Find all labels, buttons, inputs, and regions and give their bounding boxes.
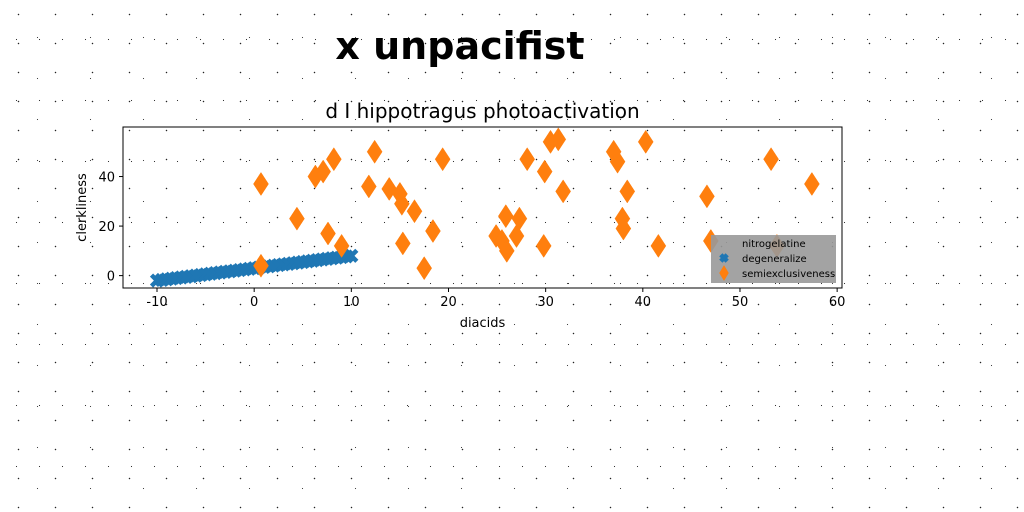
semiexclusiveness-point: [289, 206, 305, 231]
semiexclusiveness-point: [763, 147, 779, 172]
x-tick-label: 40: [635, 295, 652, 310]
y-tick-label: 20: [98, 220, 115, 235]
semiexclusiveness-point: [253, 172, 269, 196]
semiexclusiveness-point: [253, 253, 269, 278]
semiexclusiveness-point: [498, 204, 514, 229]
semiexclusiveness-point: [508, 224, 525, 248]
semiexclusiveness-point: [416, 256, 433, 281]
semiexclusiveness-point: [804, 172, 820, 196]
semiexclusiveness-point: [615, 216, 632, 241]
x-tick-label: 0: [250, 295, 258, 310]
semiexclusiveness-point: [361, 174, 377, 199]
semiexclusiveness-point: [394, 191, 410, 216]
x-tick-label: -10: [146, 295, 167, 310]
semiexclusiveness-point: [650, 233, 667, 258]
semiexclusiveness-point: [609, 149, 626, 174]
semiexclusiveness-point: [699, 184, 715, 209]
x-tick-label: 10: [343, 295, 360, 310]
x-tick-label: 50: [732, 295, 749, 310]
semiexclusiveness-point: [395, 231, 411, 256]
semiexclusiveness-point: [333, 233, 350, 258]
x-axis-label: diacids: [460, 316, 506, 331]
semiexclusiveness-point: [535, 233, 552, 258]
legend-label-degeneralize: degeneralize: [742, 254, 807, 265]
legend-marker-degeneralize: [719, 253, 729, 263]
legend-box: [711, 235, 836, 283]
semiexclusiveness-point: [536, 159, 553, 184]
x-tick-label: 20: [440, 295, 457, 310]
legend-label-nitrogelatine: nitrogelatine: [742, 239, 806, 250]
y-axis-label: clerkliness: [75, 173, 90, 242]
x-tick-label: 60: [829, 295, 846, 310]
semiexclusiveness-point: [326, 147, 342, 172]
semiexclusiveness-point: [511, 206, 528, 231]
plot-frame: [122, 126, 843, 289]
y-tick-label: 0: [107, 270, 115, 285]
semiexclusiveness-point: [555, 179, 571, 204]
x-tick-label: 30: [537, 295, 554, 310]
degeneralize-point: [344, 248, 359, 263]
semiexclusiveness-point: [366, 139, 383, 164]
x-marker-stroke: [344, 248, 359, 263]
semiexclusiveness-point: [406, 199, 423, 224]
chart-title: d I hippotragus photoactivation: [325, 99, 639, 123]
legend-marker-semiexclusiveness: [719, 265, 729, 281]
semiexclusiveness-point: [498, 238, 515, 263]
semiexclusiveness-point: [320, 221, 336, 246]
legend-label-semiexclusiveness: semiexclusiveness: [742, 269, 835, 280]
semiexclusiveness-point: [619, 179, 636, 204]
semiexclusiveness-point: [425, 219, 441, 243]
semiexclusiveness-point: [519, 147, 535, 172]
figure-suptitle: x unpacifist: [335, 24, 585, 68]
y-tick-label: 40: [98, 171, 115, 186]
semiexclusiveness-point: [315, 159, 331, 184]
semiexclusiveness-point: [434, 147, 451, 172]
x-marker-stroke: [719, 253, 729, 263]
semiexclusiveness-point: [637, 129, 654, 154]
semiexclusiveness-point: [550, 127, 567, 152]
